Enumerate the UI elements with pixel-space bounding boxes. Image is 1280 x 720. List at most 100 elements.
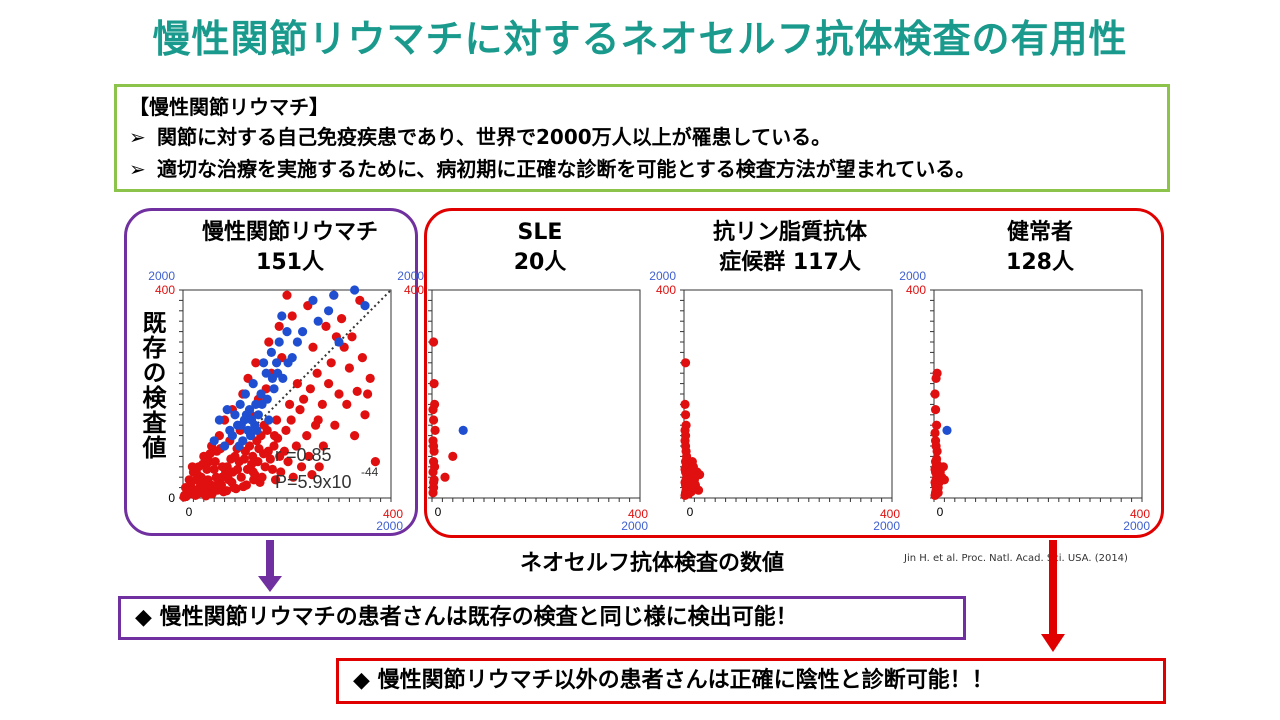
red-data-point bbox=[305, 384, 315, 394]
red-data-point bbox=[209, 464, 219, 474]
page-title: 慢性関節リウマチに対するネオセルフ抗体検査の有用性 bbox=[152, 17, 1128, 61]
bullet-arrow-icon: ➢ bbox=[129, 157, 146, 181]
y-tick-label-blue: 2000 bbox=[148, 269, 175, 283]
red-data-point bbox=[370, 457, 380, 467]
blue-data-point bbox=[458, 425, 468, 435]
red-data-point bbox=[236, 472, 246, 482]
red-data-point bbox=[429, 379, 439, 389]
bullet-arrow-icon: ➢ bbox=[129, 125, 146, 149]
panel-title-line1: SLE bbox=[517, 220, 563, 245]
red-data-point bbox=[314, 462, 324, 472]
other-panels-frame bbox=[424, 208, 1164, 538]
blue-data-point bbox=[942, 425, 952, 435]
y-tick-label-blue: 2000 bbox=[649, 269, 676, 283]
red-data-point bbox=[312, 368, 322, 378]
purple-arrow-down-icon bbox=[258, 576, 282, 592]
red-data-point bbox=[197, 478, 207, 489]
panel-title-line1: 健常者 bbox=[1006, 220, 1073, 245]
blue-data-point bbox=[235, 399, 245, 409]
purple-arrow-shaft bbox=[266, 540, 274, 578]
red-arrow-down-icon bbox=[1041, 634, 1065, 652]
red-data-point bbox=[288, 472, 298, 482]
blue-data-point bbox=[324, 306, 334, 316]
red-data-point bbox=[210, 457, 220, 467]
panel-title-ra: 慢性関節リウマチ 151人 bbox=[150, 218, 430, 278]
red-data-point bbox=[302, 431, 312, 441]
red-data-point bbox=[344, 363, 354, 373]
red-data-point bbox=[430, 425, 440, 435]
red-data-point bbox=[263, 446, 273, 456]
blue-data-point bbox=[334, 337, 344, 347]
x-tick-label-zero: 0 bbox=[937, 505, 944, 519]
red-data-point bbox=[695, 470, 705, 480]
red-data-point bbox=[933, 488, 943, 498]
red-data-point bbox=[317, 399, 327, 409]
blue-data-point bbox=[283, 358, 293, 368]
red-data-point bbox=[932, 368, 942, 378]
panel-title-line2: 128人 bbox=[1006, 250, 1074, 275]
plot-frame bbox=[431, 289, 641, 499]
red-data-point bbox=[291, 441, 301, 451]
red-data-point bbox=[242, 464, 253, 474]
blue-data-point bbox=[256, 389, 266, 399]
red-data-point bbox=[292, 379, 302, 389]
red-data-point bbox=[680, 358, 691, 368]
red-data-point bbox=[187, 462, 197, 472]
red-data-point bbox=[252, 436, 262, 446]
blue-data-point bbox=[360, 301, 370, 311]
red-data-point bbox=[267, 464, 278, 474]
red-data-point bbox=[287, 311, 297, 321]
red-data-point bbox=[304, 451, 314, 461]
red-data-point bbox=[311, 420, 321, 430]
p-value-exponent: -44 bbox=[361, 465, 379, 479]
blue-data-point bbox=[313, 316, 323, 326]
red-data-point bbox=[265, 454, 275, 464]
citation: Jin H. et al. Proc. Natl. Acad. Sci. USA… bbox=[904, 553, 1128, 564]
blue-data-point bbox=[234, 441, 244, 451]
red-data-point bbox=[231, 484, 241, 494]
red-data-point bbox=[428, 415, 439, 425]
red-data-point bbox=[687, 457, 697, 467]
x-tick-label-blue: 2000 bbox=[621, 519, 648, 533]
red-data-point bbox=[680, 410, 691, 420]
blue-data-point bbox=[247, 415, 257, 425]
red-data-point bbox=[318, 441, 328, 451]
conclusion-ra: ◆ 慢性関節リウマチの患者さんは既存の検査と同じ様に検出可能！ bbox=[118, 596, 966, 640]
panel-title-line1: 抗リン脂質抗体 bbox=[712, 220, 867, 245]
panel-title-aps: 抗リン脂質抗体 症候群 117人 bbox=[680, 218, 900, 278]
x-tick-label-blue: 2000 bbox=[376, 519, 403, 533]
blue-data-point bbox=[240, 389, 250, 399]
conclusion-others: ◆ 慢性関節リウマチ以外の患者さんは正確に陰性と診断可能！！ bbox=[336, 658, 1166, 704]
red-data-point bbox=[930, 389, 940, 399]
red-data-point bbox=[296, 462, 307, 472]
red-arrow-shaft bbox=[1049, 540, 1057, 636]
red-data-point bbox=[249, 475, 259, 485]
red-data-point bbox=[324, 379, 334, 389]
blue-data-point bbox=[264, 415, 274, 425]
y-tick-label-red: 400 bbox=[155, 283, 175, 297]
red-data-point bbox=[295, 405, 305, 415]
red-data-point bbox=[360, 410, 370, 420]
red-data-point bbox=[428, 477, 439, 487]
info-bullet-text: 関節に対する自己免疫疾患であり、世界で2000万人以上が罹患している。 bbox=[157, 125, 832, 149]
plot-frame bbox=[683, 289, 893, 499]
red-data-point bbox=[238, 481, 248, 492]
red-data-point bbox=[448, 451, 458, 461]
red-data-point bbox=[264, 337, 274, 347]
panel-title-line2: 151人 bbox=[256, 250, 324, 275]
blue-data-point bbox=[274, 337, 284, 347]
red-data-point bbox=[244, 441, 255, 451]
red-data-point bbox=[269, 431, 280, 441]
red-data-point bbox=[254, 444, 264, 454]
panel-title-healthy: 健常者 128人 bbox=[940, 218, 1140, 278]
red-data-point bbox=[270, 475, 281, 485]
red-data-point bbox=[275, 451, 285, 461]
red-data-point bbox=[930, 436, 941, 446]
red-data-point bbox=[217, 462, 228, 472]
y-tick-label-red: 400 bbox=[656, 283, 676, 297]
red-data-point bbox=[272, 415, 282, 425]
panel-title-sle: SLE 20人 bbox=[440, 218, 640, 278]
x-tick-label-red: 400 bbox=[383, 507, 403, 521]
red-data-point bbox=[285, 399, 295, 409]
